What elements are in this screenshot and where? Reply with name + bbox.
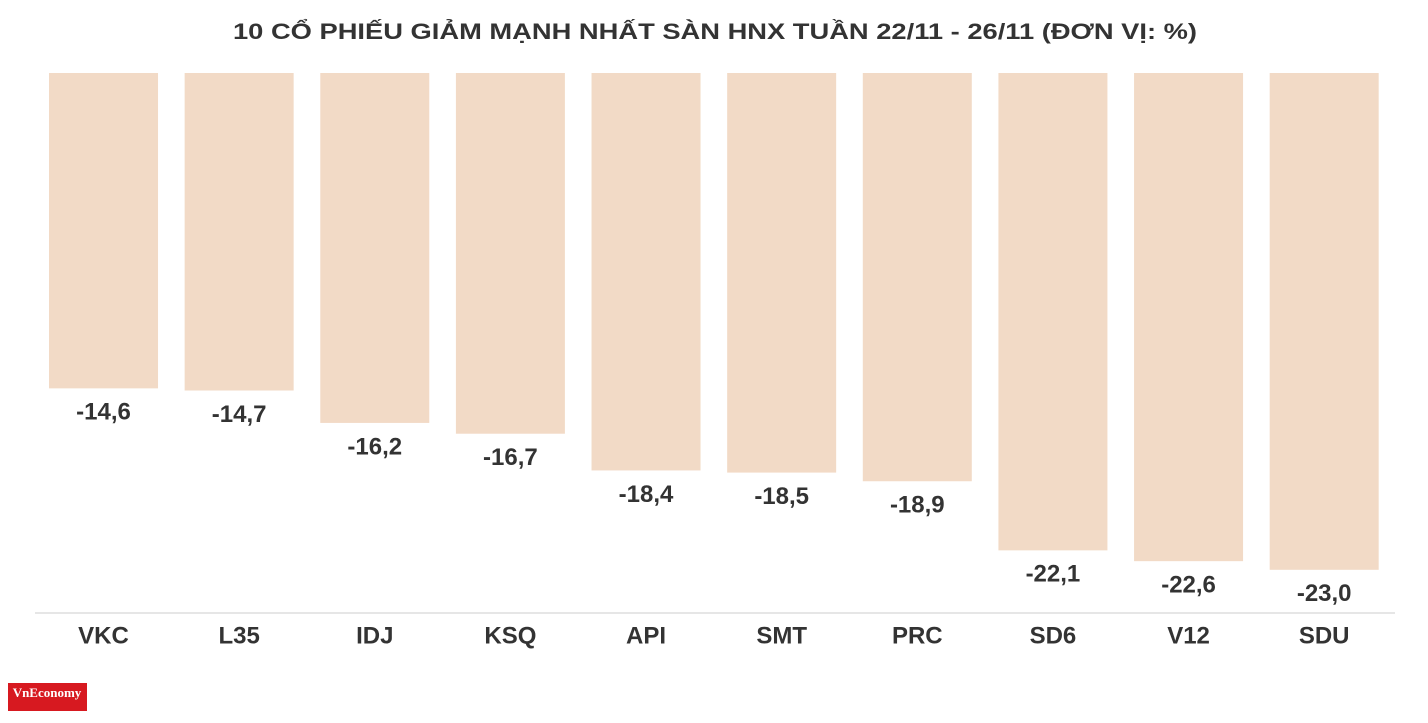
x-tick-label: SMT <box>756 622 807 649</box>
bar <box>320 73 430 423</box>
value-label: -23,0 <box>1297 580 1352 607</box>
bar <box>455 73 565 434</box>
x-tick-label: VKC <box>78 622 129 649</box>
bar <box>184 73 294 391</box>
x-tick-label: API <box>626 622 666 649</box>
bar <box>591 73 701 471</box>
chart-title: 10 CỔ PHIẾU GIẢM MẠNH NHẤT SÀN HNX TUẦN … <box>233 19 1197 44</box>
value-label: -18,5 <box>754 483 809 510</box>
bar <box>862 73 972 482</box>
bar <box>1134 73 1244 562</box>
value-label: -16,2 <box>347 433 402 460</box>
value-label: -18,4 <box>619 481 674 508</box>
value-label: -16,7 <box>483 444 538 471</box>
value-label: -14,7 <box>212 401 267 428</box>
x-tick-label: PRC <box>892 622 943 649</box>
value-label: -22,1 <box>1026 561 1081 588</box>
x-tick-label: L35 <box>218 622 259 649</box>
x-tick-label: SD6 <box>1030 622 1077 649</box>
bar <box>49 73 159 389</box>
bar <box>727 73 837 473</box>
bar <box>1269 73 1379 570</box>
value-label: -22,6 <box>1161 572 1216 599</box>
x-tick-label: KSQ <box>484 622 536 649</box>
x-tick-label: IDJ <box>356 622 393 649</box>
logo: VnEconomy <box>13 685 82 700</box>
logo-box <box>8 683 87 711</box>
value-label: -18,9 <box>890 492 945 519</box>
value-label: -14,6 <box>76 399 131 426</box>
x-tick-label: SDU <box>1299 622 1350 649</box>
bar <box>998 73 1108 551</box>
x-tick-label: V12 <box>1167 622 1210 649</box>
